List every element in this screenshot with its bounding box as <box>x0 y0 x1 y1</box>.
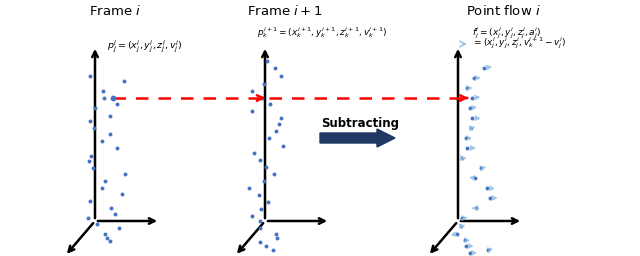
Point <box>467 116 477 120</box>
Point <box>256 207 266 211</box>
Point <box>271 232 282 236</box>
Point <box>457 216 467 220</box>
Point <box>259 82 269 86</box>
Point <box>457 156 467 160</box>
Point <box>265 102 275 106</box>
Point <box>102 236 112 240</box>
Point <box>466 126 476 130</box>
Point <box>98 89 108 93</box>
Point <box>108 96 118 100</box>
Point <box>85 74 95 78</box>
Text: Subtracting: Subtracting <box>321 118 399 131</box>
Text: Point flow $i$: Point flow $i$ <box>466 4 540 18</box>
Point <box>89 126 99 130</box>
Point <box>476 166 486 170</box>
Point <box>470 176 481 180</box>
FancyArrow shape <box>320 129 395 147</box>
Point <box>268 248 278 252</box>
Point <box>99 96 109 100</box>
Point <box>111 146 122 150</box>
Point <box>249 151 259 155</box>
Text: $f_j^i = (x_j^i, y_j^i, z_j^i, a_j^i)$: $f_j^i = (x_j^i, y_j^i, z_j^i, a_j^i)$ <box>472 25 541 41</box>
Point <box>255 240 265 244</box>
Point <box>273 122 284 126</box>
Point <box>272 236 282 240</box>
Point <box>465 251 476 255</box>
Point <box>105 114 115 118</box>
Point <box>468 76 479 80</box>
Point <box>244 186 254 190</box>
Point <box>264 136 275 140</box>
Point <box>112 102 122 106</box>
Text: Frame $i+1$: Frame $i+1$ <box>247 4 323 18</box>
Point <box>97 139 108 143</box>
Point <box>106 206 116 210</box>
Point <box>467 96 477 100</box>
Point <box>261 165 271 169</box>
Point <box>92 222 102 226</box>
Point <box>97 186 107 190</box>
Point <box>118 79 129 83</box>
Point <box>270 66 280 70</box>
Point <box>462 146 472 150</box>
Point <box>262 200 273 204</box>
Point <box>86 154 96 158</box>
Point <box>100 232 110 236</box>
Point <box>83 216 93 220</box>
Point <box>246 214 257 218</box>
Point <box>259 179 269 183</box>
Point <box>465 106 475 110</box>
Point <box>471 206 481 210</box>
Point <box>105 239 115 243</box>
Point <box>278 144 289 148</box>
Point <box>271 129 282 133</box>
Point <box>84 199 95 203</box>
Point <box>461 244 471 248</box>
Point <box>255 158 266 162</box>
Point <box>85 119 95 123</box>
Point <box>100 179 110 183</box>
Text: $= (x_j^i, y_j^i, z_j^i, v_k^{i+1} - v_j^i)$: $= (x_j^i, y_j^i, z_j^i, v_k^{i+1} - v_j… <box>472 36 566 51</box>
Point <box>456 224 467 228</box>
Point <box>105 132 115 136</box>
Point <box>257 96 267 100</box>
Point <box>452 232 463 236</box>
Point <box>262 59 273 63</box>
Point <box>460 238 470 242</box>
Point <box>479 66 489 70</box>
Text: $p_k^{i+1} = (x_k^{i+1}, y_k^{i+1}, z_k^{i+1}, v_k^{i+1})$: $p_k^{i+1} = (x_k^{i+1}, y_k^{i+1}, z_k^… <box>257 25 387 40</box>
Point <box>269 172 279 176</box>
Point <box>484 196 495 200</box>
Point <box>255 226 265 230</box>
Point <box>276 116 286 120</box>
Point <box>260 244 271 248</box>
Point <box>117 192 127 196</box>
Point <box>483 248 493 252</box>
Point <box>109 212 120 216</box>
Point <box>461 136 471 140</box>
Point <box>254 193 264 197</box>
Point <box>462 86 472 90</box>
Point <box>246 89 257 93</box>
Point <box>114 226 124 230</box>
Point <box>275 74 285 78</box>
Point <box>120 172 130 176</box>
Text: Frame $i$: Frame $i$ <box>89 4 141 18</box>
Text: $p_j^i = (x_j^i, y_j^i, z_j^i, v_j^i)$: $p_j^i = (x_j^i, y_j^i, z_j^i, v_j^i)$ <box>107 38 182 54</box>
Point <box>90 106 100 110</box>
Point <box>255 219 265 223</box>
Point <box>482 186 492 190</box>
Point <box>88 166 98 170</box>
Point <box>246 109 257 113</box>
Point <box>84 159 94 163</box>
